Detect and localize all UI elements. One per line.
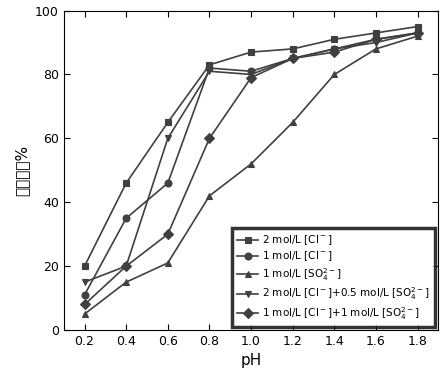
1 mol/L [Cl$^-$]+1 mol/L [SO$_4^{2-}$] [332,50,337,54]
1 mol/L [SO$_4^{2-}$] [373,47,379,51]
2 mol/L [Cl$^-$] [415,24,420,29]
2 mol/L [Cl$^-$] [249,50,254,54]
Line: 1 mol/L [SO$_4^{2-}$]: 1 mol/L [SO$_4^{2-}$] [81,33,421,318]
1 mol/L [Cl$^-$] [415,31,420,35]
1 mol/L [Cl$^-$] [123,216,129,220]
Line: 1 mol/L [Cl$^-$]+1 mol/L [SO$_4^{2-}$]: 1 mol/L [Cl$^-$]+1 mol/L [SO$_4^{2-}$] [81,30,421,308]
X-axis label: pH: pH [241,353,262,368]
Line: 1 mol/L [Cl$^-$]: 1 mol/L [Cl$^-$] [81,30,421,298]
2 mol/L [Cl$^-$]+0.5 mol/L [SO$_4^{2-}$] [249,72,254,77]
1 mol/L [Cl$^-$]+1 mol/L [SO$_4^{2-}$] [82,302,87,307]
2 mol/L [Cl$^-$]+0.5 mol/L [SO$_4^{2-}$] [415,31,420,35]
2 mol/L [Cl$^-$] [165,120,170,125]
1 mol/L [SO$_4^{2-}$] [82,312,87,316]
2 mol/L [Cl$^-$] [82,264,87,269]
1 mol/L [SO$_4^{2-}$] [332,72,337,77]
1 mol/L [Cl$^-$]+1 mol/L [SO$_4^{2-}$] [165,232,170,236]
2 mol/L [Cl$^-$]+0.5 mol/L [SO$_4^{2-}$] [207,69,212,74]
1 mol/L [SO$_4^{2-}$] [249,162,254,166]
2 mol/L [Cl$^-$]+0.5 mol/L [SO$_4^{2-}$] [123,264,129,269]
2 mol/L [Cl$^-$] [373,31,379,35]
2 mol/L [Cl$^-$]+0.5 mol/L [SO$_4^{2-}$] [332,47,337,51]
2 mol/L [Cl$^-$] [123,181,129,185]
1 mol/L [Cl$^-$] [82,292,87,297]
1 mol/L [SO$_4^{2-}$] [415,34,420,39]
2 mol/L [Cl$^-$] [207,62,212,67]
1 mol/L [Cl$^-$] [373,37,379,42]
2 mol/L [Cl$^-$] [332,37,337,42]
1 mol/L [Cl$^-$]+1 mol/L [SO$_4^{2-}$] [373,37,379,42]
Legend: 2 mol/L [Cl$^-$], 1 mol/L [Cl$^-$], 1 mol/L [SO$_4^{2-}$], 2 mol/L [Cl$^-$]+0.5 : 2 mol/L [Cl$^-$], 1 mol/L [Cl$^-$], 1 mo… [232,228,435,327]
1 mol/L [Cl$^-$] [207,66,212,70]
Line: 2 mol/L [Cl$^-$]: 2 mol/L [Cl$^-$] [81,23,421,270]
2 mol/L [Cl$^-$] [290,47,295,51]
Line: 2 mol/L [Cl$^-$]+0.5 mol/L [SO$_4^{2-}$]: 2 mol/L [Cl$^-$]+0.5 mol/L [SO$_4^{2-}$] [81,30,421,286]
2 mol/L [Cl$^-$]+0.5 mol/L [SO$_4^{2-}$] [165,136,170,141]
1 mol/L [Cl$^-$]+1 mol/L [SO$_4^{2-}$] [415,31,420,35]
1 mol/L [SO$_4^{2-}$] [123,280,129,284]
1 mol/L [Cl$^-$]+1 mol/L [SO$_4^{2-}$] [123,264,129,269]
1 mol/L [Cl$^-$] [165,181,170,185]
Y-axis label: 钒取率，%: 钒取率，% [15,145,29,196]
1 mol/L [SO$_4^{2-}$] [207,194,212,198]
1 mol/L [SO$_4^{2-}$] [165,261,170,265]
1 mol/L [Cl$^-$] [332,47,337,51]
1 mol/L [Cl$^-$]+1 mol/L [SO$_4^{2-}$] [207,136,212,141]
2 mol/L [Cl$^-$]+0.5 mol/L [SO$_4^{2-}$] [82,280,87,284]
1 mol/L [SO$_4^{2-}$] [290,120,295,125]
1 mol/L [Cl$^-$] [249,69,254,74]
1 mol/L [Cl$^-$] [290,56,295,61]
2 mol/L [Cl$^-$]+0.5 mol/L [SO$_4^{2-}$] [373,40,379,45]
1 mol/L [Cl$^-$]+1 mol/L [SO$_4^{2-}$] [290,56,295,61]
1 mol/L [Cl$^-$]+1 mol/L [SO$_4^{2-}$] [249,76,254,80]
2 mol/L [Cl$^-$]+0.5 mol/L [SO$_4^{2-}$] [290,56,295,61]
